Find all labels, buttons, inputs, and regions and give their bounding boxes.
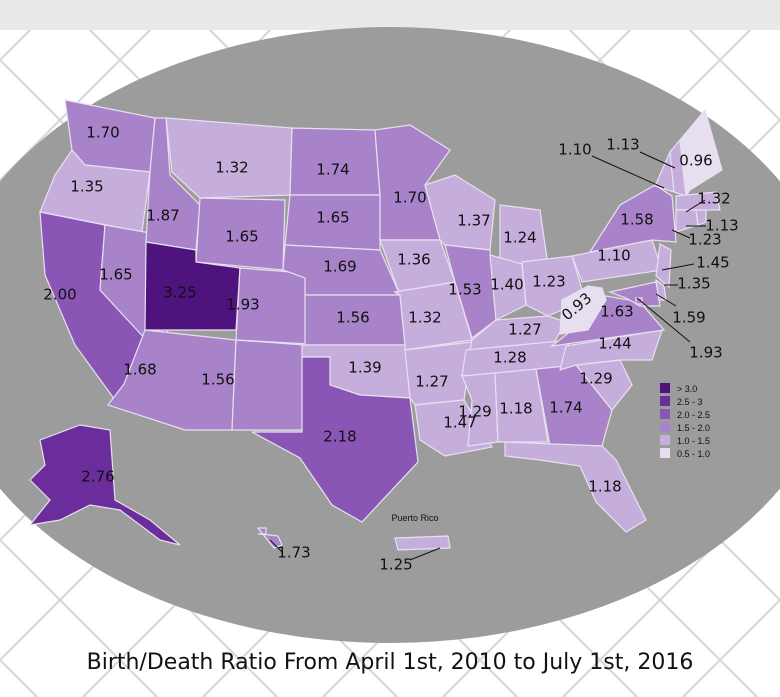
- legend-label: 0.5 - 1.0: [677, 449, 710, 459]
- state-dc: [635, 297, 643, 305]
- legend-label: 1.0 - 1.5: [677, 436, 710, 446]
- top-bar: [0, 0, 780, 30]
- legend-label: 2.0 - 2.5: [677, 410, 710, 420]
- value-label-mt: 1.32: [215, 159, 248, 177]
- legend-swatch: [660, 396, 670, 406]
- value-label-nd: 1.74: [316, 161, 349, 179]
- leader-line-vt: [591, 155, 665, 189]
- state-nc: [559, 329, 663, 371]
- leader-line-pr: [409, 547, 441, 561]
- state-mt: [165, 117, 293, 199]
- legend-label: 2.5 - 3: [677, 397, 703, 407]
- value-label-tn: 1.28: [493, 349, 526, 367]
- leader-line-dc: [636, 297, 691, 343]
- value-label-ga: 1.74: [549, 399, 582, 417]
- state-wv: [559, 285, 607, 335]
- value-label-dc: 1.93: [689, 344, 722, 362]
- value-label-fl: 1.18: [588, 478, 621, 496]
- value-label-il: 1.53: [448, 281, 481, 299]
- value-label-ia: 1.36: [397, 251, 430, 269]
- value-label-in: 1.40: [490, 276, 523, 294]
- value-label-nv: 1.65: [99, 266, 132, 284]
- legend-swatch: [660, 422, 670, 432]
- value-label-ms: 1.29: [458, 403, 491, 421]
- value-label-nj: 1.45: [696, 254, 729, 272]
- legend-label: > 3.0: [677, 384, 697, 394]
- legend: > 3.0 2.5 - 3 2.0 - 2.5 1.5 - 2.0 1.0 - 1.5 0…: [660, 383, 710, 459]
- legend-swatch: [660, 448, 670, 458]
- value-label-co: 1.93: [226, 296, 259, 314]
- puerto-rico-label: Puerto Rico: [391, 513, 438, 523]
- value-label-tx: 2.18: [323, 428, 356, 446]
- value-label-id: 1.87: [146, 207, 179, 225]
- value-label-or: 1.35: [70, 178, 103, 196]
- value-label-md: 1.59: [672, 309, 705, 327]
- value-label-sc: 1.29: [579, 370, 612, 388]
- value-label-mn: 1.70: [393, 189, 426, 207]
- value-label-ct: 1.23: [688, 231, 721, 249]
- value-label-oh: 1.23: [532, 273, 565, 291]
- state-il: [444, 244, 497, 339]
- legend-swatch: [660, 409, 670, 419]
- value-label-hi: 1.73: [277, 544, 310, 562]
- leader-line-ma: [685, 199, 706, 213]
- value-label-mi: 1.24: [503, 229, 536, 247]
- legend-label: 1.5 - 2.0: [677, 423, 710, 433]
- value-label-nh: 1.13: [606, 136, 639, 154]
- value-label-ma: 1.32: [697, 190, 730, 208]
- value-label-pa: 1.10: [597, 247, 630, 265]
- value-label-ks: 1.56: [336, 309, 369, 327]
- value-label-de: 1.35: [677, 275, 710, 293]
- value-label-me: 0.96: [679, 152, 712, 170]
- value-label-wy: 1.65: [225, 228, 258, 246]
- value-label-pr: 1.25: [379, 556, 412, 574]
- value-label-al: 1.18: [499, 400, 532, 418]
- value-labels: 1.70 1.35 2.00 1.65 1.87 1.32 1.65 3.25 1.68 1.93…: [43, 124, 738, 574]
- value-label-ak: 2.76: [81, 468, 114, 486]
- state-ma: [675, 191, 721, 211]
- state-fl: [504, 441, 647, 533]
- state-nm: [231, 339, 306, 431]
- value-label-ri: 1.13: [705, 217, 738, 235]
- value-label-wi: 1.37: [457, 212, 490, 230]
- state-me: [679, 108, 723, 198]
- value-label-va: 1.63: [600, 303, 633, 321]
- state-tx: [251, 356, 419, 523]
- value-label-vt: 1.10: [558, 141, 591, 159]
- state-md: [607, 281, 661, 307]
- legend-swatch: [660, 435, 670, 445]
- state-ms: [461, 372, 499, 447]
- leader-line-md: [655, 293, 677, 307]
- state-pr: [394, 535, 451, 551]
- value-label-ny: 1.58: [620, 211, 653, 229]
- leader-line-hi: [269, 539, 284, 554]
- value-label-nc: 1.44: [598, 335, 631, 353]
- state-nj: [655, 243, 672, 289]
- value-label-ar: 1.27: [415, 373, 448, 391]
- leader-lines: [269, 151, 706, 561]
- state-al: [494, 368, 549, 443]
- states-layer: [28, 99, 723, 551]
- state-ny: [588, 184, 677, 253]
- legend-swatch: [660, 383, 670, 393]
- value-label-mo: 1.32: [408, 309, 441, 327]
- value-label-ne: 1.69: [323, 258, 356, 276]
- leader-line-ct: [671, 229, 691, 239]
- map-title: Birth/Death Ratio From April 1st, 2010 t…: [86, 650, 694, 675]
- value-label-ca: 2.00: [43, 286, 76, 304]
- value-label-nm: 1.56: [201, 371, 234, 389]
- value-label-ut: 3.25: [163, 284, 196, 302]
- value-label-sd: 1.65: [316, 209, 349, 227]
- state-ri: [695, 209, 707, 226]
- state-ak: [28, 424, 181, 546]
- value-label-ok: 1.39: [348, 359, 381, 377]
- value-label-ky: 1.27: [508, 321, 541, 339]
- leader-line-nh: [639, 151, 676, 169]
- value-label-la: 1.47: [443, 414, 476, 432]
- value-label-wa: 1.70: [86, 124, 119, 142]
- leader-line-nj: [661, 263, 695, 271]
- value-label-az: 1.68: [123, 361, 156, 379]
